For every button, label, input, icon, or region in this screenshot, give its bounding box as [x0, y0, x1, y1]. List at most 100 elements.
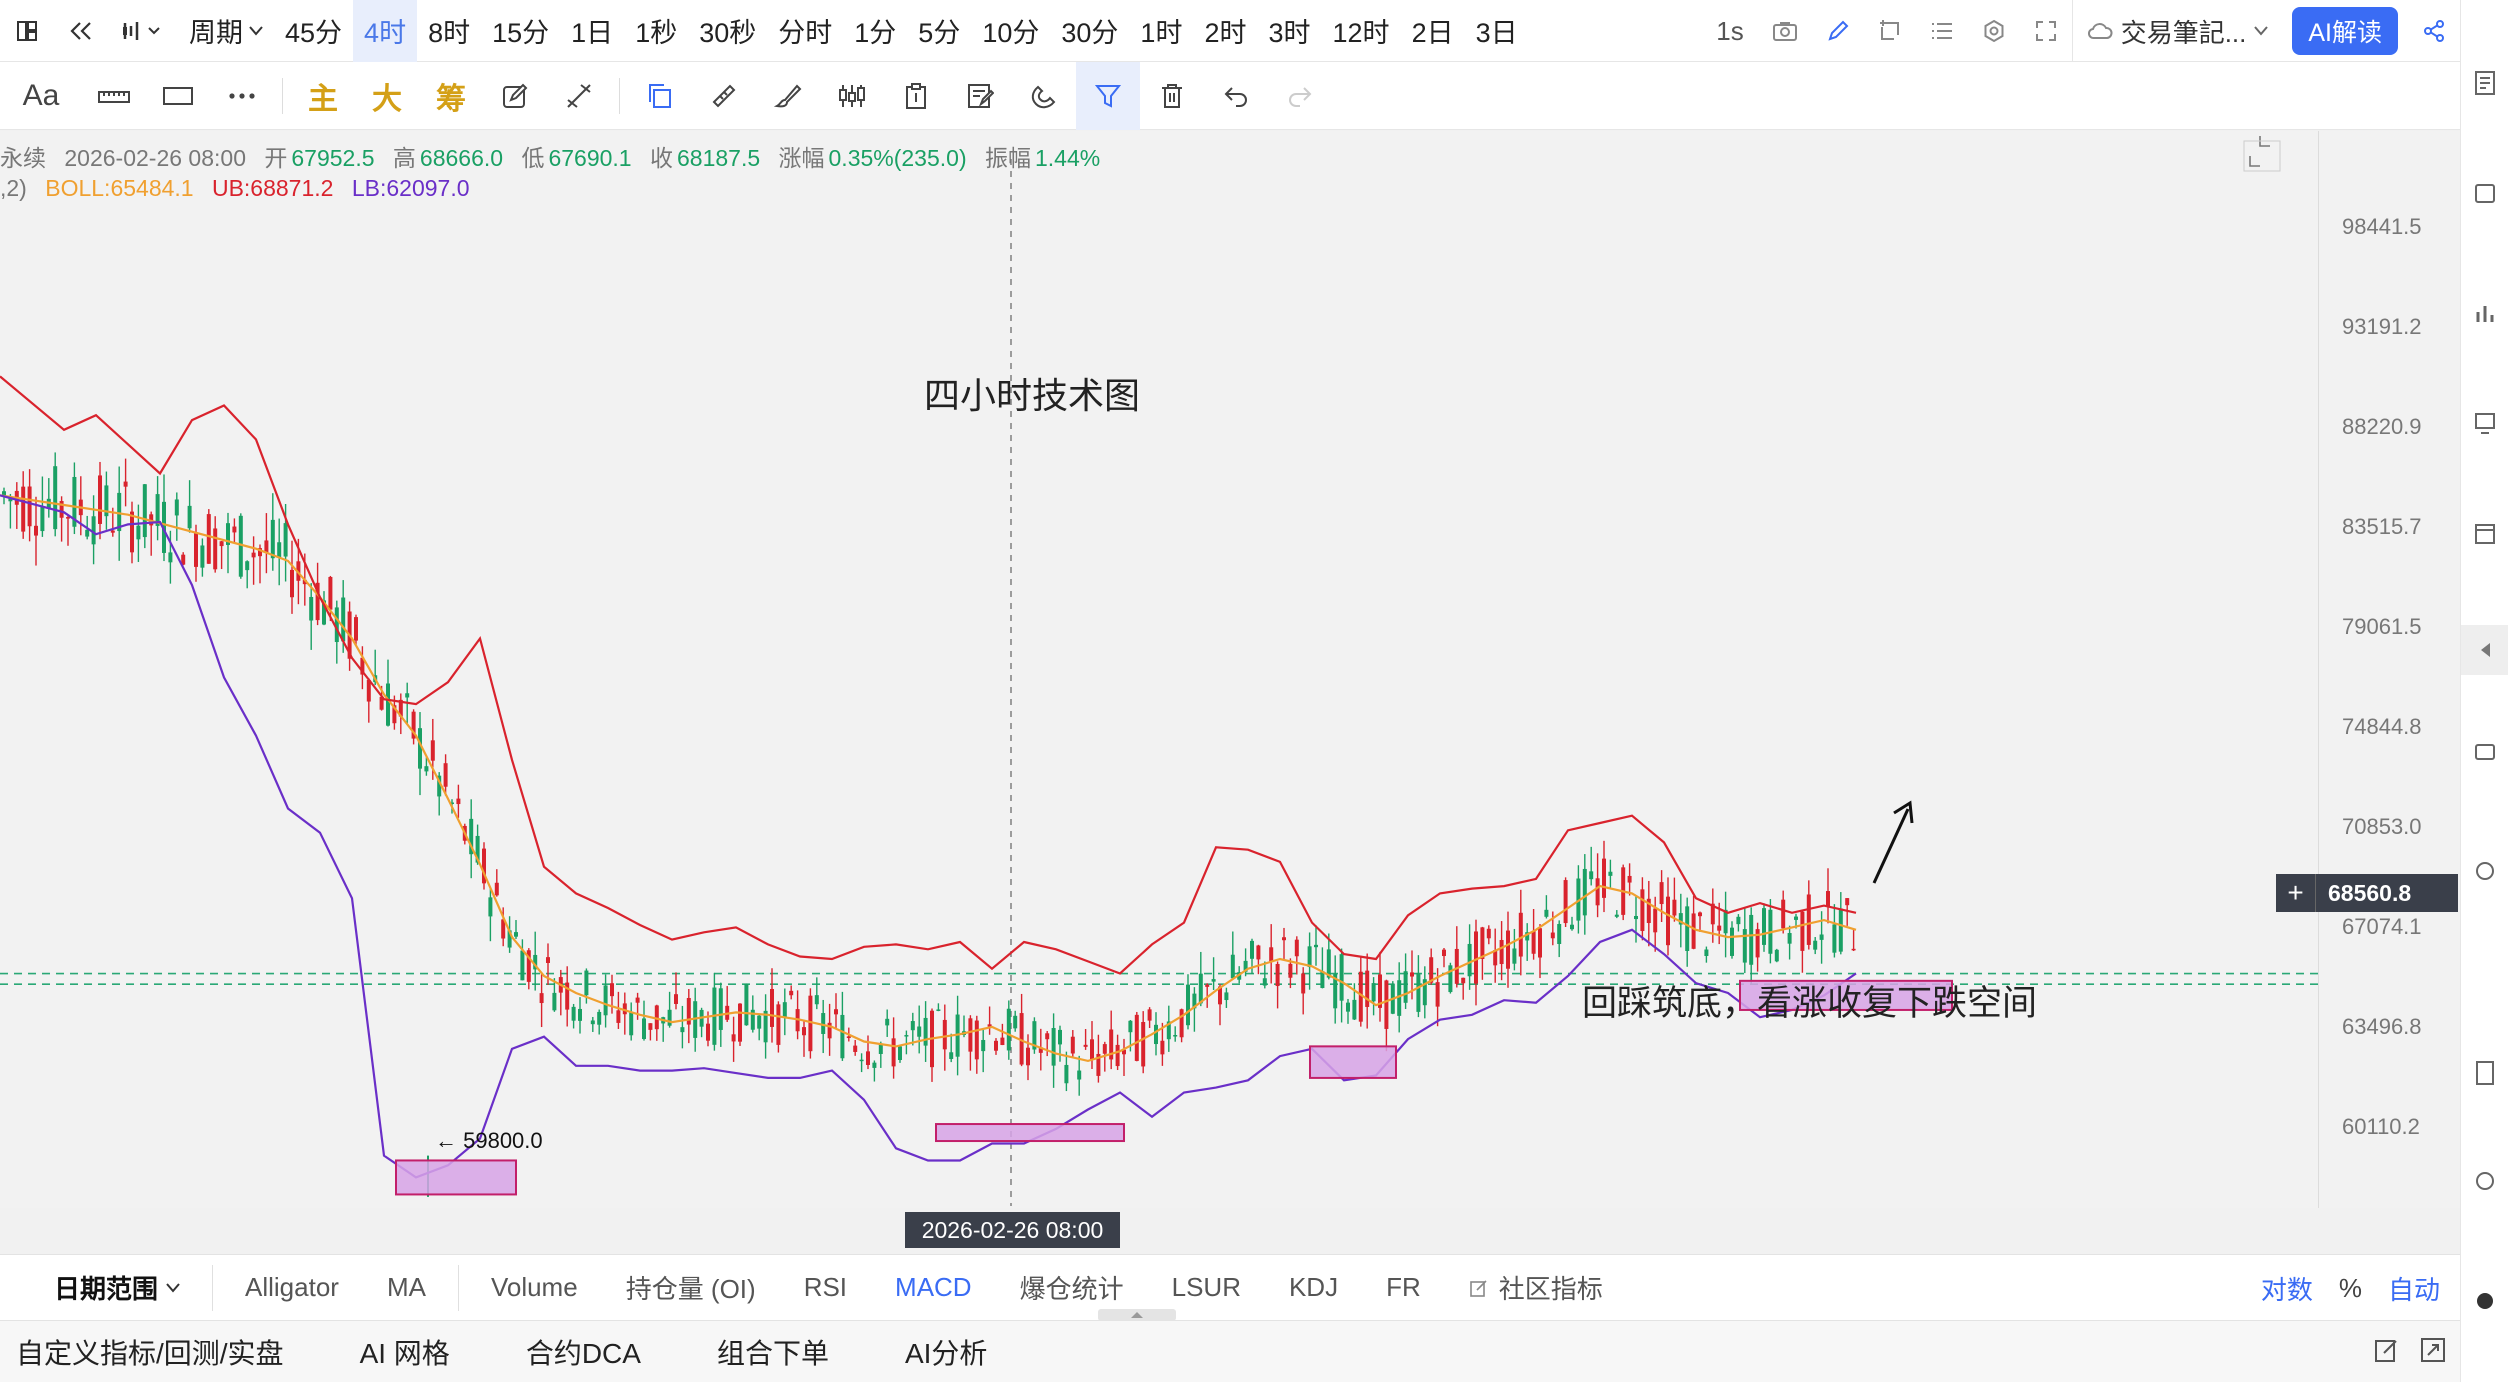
fullscreen-icon[interactable] [2020, 0, 2072, 62]
tab-macd[interactable]: MACD [895, 1272, 972, 1302]
ai-grid-button[interactable]: AI 网格 [359, 1337, 450, 1369]
candle-body [923, 1017, 928, 1046]
bar-chart-icon[interactable] [2461, 300, 2508, 326]
add-window-icon[interactable] [1864, 0, 1916, 62]
redo-icon[interactable] [1268, 62, 1332, 130]
candle-body [539, 993, 544, 1004]
top-right-tools: 1s 交易筆記... AI解读 [1702, 0, 2460, 62]
period-3[interactable]: 15分 [492, 18, 550, 48]
ruler-icon[interactable] [82, 62, 146, 130]
font-tool[interactable]: Aa [22, 78, 60, 112]
interval-label[interactable]: 1s [1716, 15, 1744, 46]
main-indicator-tool[interactable]: 主 [308, 82, 338, 116]
tab-volume[interactable]: Volume [490, 1272, 578, 1302]
candle-body [853, 1045, 858, 1052]
log-scale-toggle[interactable]: 对数 [2260, 1274, 2313, 1305]
monitor-icon[interactable] [2461, 410, 2508, 436]
camera-icon[interactable] [1758, 0, 1812, 62]
period-17[interactable]: 3日 [1475, 18, 1518, 48]
period-13[interactable]: 2时 [1204, 18, 1247, 48]
tab-community[interactable]: 社区指标 [1445, 1255, 1627, 1321]
big-order-tool[interactable]: 大 [372, 82, 402, 116]
period-14[interactable]: 3时 [1268, 18, 1311, 48]
date-range-selector[interactable]: 日期范围 [30, 1255, 204, 1321]
add-alert-icon[interactable]: + [2276, 874, 2316, 912]
period-0[interactable]: 45分 [285, 18, 343, 48]
combo-order-button[interactable]: 组合下单 [716, 1337, 829, 1369]
more-icon[interactable] [210, 62, 274, 130]
period-6[interactable]: 30秒 [699, 18, 757, 48]
period-7[interactable]: 分时 [778, 18, 833, 48]
settings-icon[interactable] [1968, 0, 2020, 62]
period-16[interactable]: 2日 [1411, 18, 1454, 48]
chart-type-icon[interactable] [108, 0, 178, 62]
document-icon[interactable] [2461, 1060, 2508, 1086]
period-10[interactable]: 10分 [982, 18, 1040, 48]
copy-icon[interactable] [628, 62, 692, 130]
period-5[interactable]: 1秒 [635, 18, 678, 48]
share-icon[interactable] [2408, 0, 2460, 62]
tab-rsi[interactable]: RSI [803, 1272, 848, 1302]
calendar-icon[interactable] [2461, 520, 2508, 546]
y-tick-label: 70853.0 [2342, 814, 2422, 839]
layout-icon[interactable] [0, 0, 54, 62]
brush-icon[interactable] [756, 62, 820, 130]
period-11[interactable]: 30分 [1061, 18, 1119, 48]
custom-indicator-button[interactable]: 自定义指标/回测/实盘 [16, 1337, 284, 1369]
candle-body [1774, 949, 1779, 962]
trash-icon[interactable] [1140, 62, 1204, 130]
edit-icon[interactable] [483, 62, 547, 130]
history-icon[interactable] [2461, 860, 2508, 882]
candle-body [1250, 940, 1254, 959]
clipboard-icon[interactable] [884, 62, 948, 130]
collapse-sidebar-icon[interactable] [2461, 625, 2508, 675]
period-15[interactable]: 12时 [1332, 18, 1390, 48]
price-axis[interactable] [2318, 131, 2460, 1208]
magnet-icon[interactable] [1012, 62, 1076, 130]
rewind-icon[interactable] [54, 0, 108, 62]
period-1[interactable]: 4时 [353, 0, 418, 62]
rectangle-icon[interactable] [146, 62, 210, 130]
candle-body [936, 1009, 941, 1011]
ai-analysis-button[interactable]: AI分析 [904, 1337, 988, 1369]
ai-interpret-button[interactable]: AI解读 [2292, 7, 2398, 55]
orderbook-icon[interactable] [2461, 70, 2508, 96]
tab-lsur[interactable]: LSUR [1171, 1272, 1241, 1302]
period-2[interactable]: 8时 [428, 18, 471, 48]
list-icon[interactable] [1916, 0, 1968, 62]
period-9[interactable]: 5分 [918, 18, 961, 48]
tab-kdj[interactable]: KDJ [1288, 1272, 1339, 1302]
period-4[interactable]: 1日 [571, 18, 614, 48]
candle-body [1595, 878, 1600, 906]
filter-icon[interactable] [1076, 61, 1140, 130]
pencil-icon[interactable] [1812, 0, 1864, 62]
current-price-marker[interactable]: + 68560.8 [2276, 874, 2458, 912]
tab-fr[interactable]: FR [1386, 1272, 1421, 1302]
period-8[interactable]: 1分 [854, 18, 897, 48]
period-12[interactable]: 1时 [1140, 18, 1183, 48]
tab-open-interest[interactable]: 持仓量 (OI) [625, 1274, 756, 1304]
edit-icon[interactable] [2374, 1337, 2400, 1368]
tab-liquidation[interactable]: 爆仓统计 [1019, 1274, 1124, 1304]
collapse-handle[interactable] [1098, 1309, 1176, 1321]
contract-dca-button[interactable]: 合约DCA [525, 1337, 641, 1369]
expand-icon[interactable] [2420, 1337, 2446, 1368]
percent-scale-toggle[interactable]: % [2338, 1272, 2362, 1303]
undo-icon[interactable] [1204, 62, 1268, 130]
measure-icon[interactable] [692, 62, 756, 130]
wallet-icon[interactable] [2461, 180, 2508, 206]
period-selector[interactable]: 周期 [178, 0, 274, 62]
tab-ma[interactable]: MA [386, 1272, 426, 1302]
tab-alligator[interactable]: Alligator [245, 1272, 339, 1302]
camera-icon[interactable] [2461, 740, 2508, 762]
support-icon[interactable] [2461, 1170, 2508, 1192]
notebook-selector[interactable]: 交易筆記... [2071, 0, 2283, 62]
note-icon[interactable] [948, 62, 1012, 130]
help-icon[interactable] [2461, 1290, 2508, 1312]
trend-line-icon[interactable] [547, 62, 611, 130]
chip-tool[interactable]: 筹 [436, 82, 466, 116]
candles-icon[interactable] [820, 62, 884, 130]
chart-area[interactable] [0, 131, 2318, 1208]
auto-scale-toggle[interactable]: 自动 [2387, 1274, 2440, 1305]
